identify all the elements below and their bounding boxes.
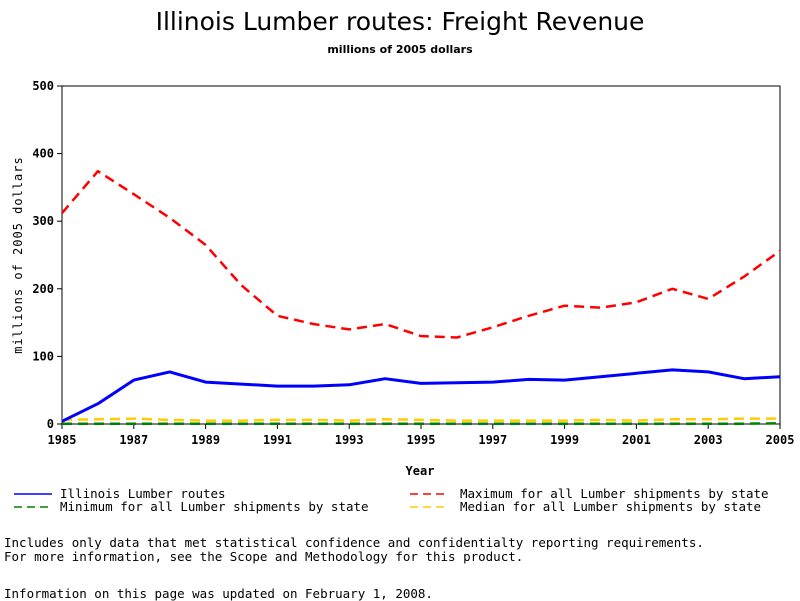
series-line-median — [62, 419, 780, 421]
y-tick-label: 0 — [47, 417, 54, 431]
y-tick-label: 500 — [32, 79, 54, 93]
x-tick-label: 1991 — [263, 433, 292, 447]
x-tick-label: 1985 — [48, 433, 77, 447]
series-layer — [62, 171, 780, 424]
chart-title: Illinois Lumber routes: Freight Revenue — [156, 7, 645, 36]
chart-subtitle: millions of 2005 dollars — [327, 43, 473, 56]
x-axis-label: Year — [406, 464, 435, 478]
x-tick-label: 2003 — [694, 433, 723, 447]
x-axis: 1985 1987 1989 1991 1993 1995 1997 1999 2001 2003… — [48, 424, 795, 447]
y-tick-label: 100 — [32, 349, 54, 363]
x-tick-label: 1997 — [478, 433, 507, 447]
y-tick-label: 400 — [32, 147, 54, 161]
legend-label: Median for all Lumber shipments by state — [460, 499, 761, 514]
x-tick-label: 1987 — [119, 433, 148, 447]
series-line-maximum — [62, 171, 780, 337]
x-tick-label: 1989 — [191, 433, 220, 447]
legend-label: Minimum for all Lumber shipments by stat… — [60, 499, 369, 514]
footnote-confidence: Includes only data that met statistical … — [4, 536, 704, 550]
y-tick-label: 300 — [32, 214, 54, 228]
y-tick-label: 200 — [32, 282, 54, 296]
x-tick-label: 1999 — [550, 433, 579, 447]
x-tick-label: 1995 — [407, 433, 436, 447]
footnote-methodology: For more information, see the Scope and … — [4, 550, 523, 564]
x-tick-label: 1993 — [335, 433, 364, 447]
y-axis: 0 100 200 300 400 500 — [32, 79, 62, 431]
x-tick-label: 2001 — [622, 433, 651, 447]
x-tick-label: 2005 — [766, 433, 795, 447]
series-line-illinois — [62, 370, 780, 421]
y-axis-label: millions of 2005 dollars — [11, 156, 25, 353]
footnote-updated: Information on this page was updated on … — [4, 587, 433, 601]
